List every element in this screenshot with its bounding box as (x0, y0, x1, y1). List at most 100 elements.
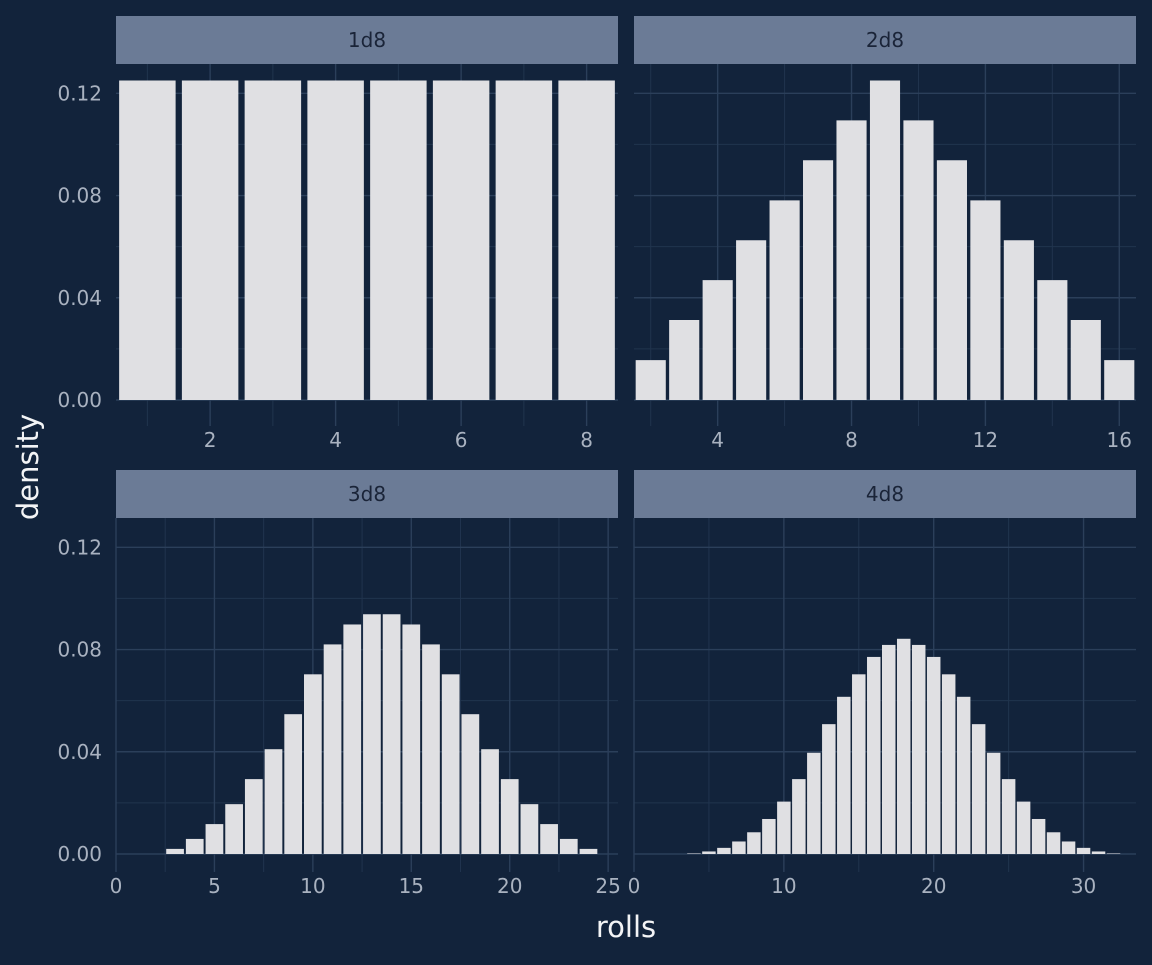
panel-2d8-bar (769, 200, 800, 400)
panel-1d8-x-tick-label: 8 (580, 428, 593, 452)
panel-4d8-strip (634, 470, 1136, 518)
panel-3d8-bar (323, 644, 342, 854)
panel-3d8-bar (461, 714, 480, 854)
panel-2d8-bar (669, 319, 700, 400)
panel-2d8-bar (1104, 360, 1135, 400)
panel-4d8-bar (956, 696, 971, 854)
panel-1d8-y-tick-label: 0.04 (57, 286, 102, 310)
panel-1d8-y-tick-label: 0.08 (57, 184, 102, 208)
panel-4d8-bar (717, 847, 731, 854)
panel-2d8-strip (634, 16, 1136, 64)
panel-1d8-y-tick-label: 0.12 (57, 81, 102, 105)
panel-4d8-bar (747, 832, 761, 854)
panel-1d8-bar (181, 80, 239, 400)
panel-4d8-bar (702, 851, 716, 854)
panel-3d8-x-tick-label: 10 (300, 874, 325, 898)
panel-4d8-bar (941, 674, 956, 854)
panel-4d8-x-tick-label: 10 (771, 874, 796, 898)
panel-3d8-bar (205, 824, 224, 854)
panel-3d8-y-tick-label: 0.04 (57, 740, 102, 764)
panel-2d8-bar (970, 200, 1001, 400)
panel-2d8-bar (836, 120, 867, 400)
panel-4d8-x-tick-label: 0 (628, 874, 641, 898)
panel-1d8-strip (116, 16, 618, 64)
panel-4d8-bar (732, 841, 746, 854)
panel-3d8-bar (520, 804, 539, 854)
panel-4d8-bar (837, 696, 851, 854)
panel-3d8-x-tick-label: 25 (595, 874, 620, 898)
panel-1d8-bar (558, 80, 615, 400)
panel-1d8-bar (370, 80, 427, 400)
panel-4d8-bar (762, 818, 776, 854)
panel-3d8-x-tick-label: 5 (208, 874, 221, 898)
panel-4d8-bar (792, 779, 806, 854)
panel-3d8-x-tick-label: 15 (399, 874, 424, 898)
panel-4d8-x-tick-label: 20 (921, 874, 946, 898)
panel-3d8-strip-label: 3d8 (348, 482, 386, 506)
panel-3d8-y-tick-label: 0.00 (57, 842, 102, 866)
panel-2d8-x-tick-label: 4 (711, 428, 724, 452)
panel-3d8-bar (481, 749, 499, 854)
panel-2d8-bar (1037, 280, 1068, 400)
panel-4d8-bar (1046, 832, 1061, 854)
panel-3d8-bar (441, 674, 460, 854)
panel-4d8-strip-label: 4d8 (866, 482, 904, 506)
panel-3d8-x-tick-label: 0 (110, 874, 123, 898)
x-axis-title: rolls (596, 910, 656, 944)
panel-3d8-bar (382, 614, 401, 854)
panel-1d8-bar (495, 80, 553, 400)
panel-4d8-bar (687, 853, 701, 854)
panel-3d8-x-tick-label: 20 (497, 874, 522, 898)
panel-2d8-bar (869, 80, 901, 400)
panel-3d8-bar (422, 644, 440, 854)
panel-1d8-bar (432, 80, 490, 400)
panel-2d8-bar (803, 160, 834, 400)
panel-2d8-bar (1070, 319, 1101, 400)
panel-4d8-bar (852, 674, 866, 854)
panel-3d8-y-tick-label: 0.08 (57, 638, 102, 662)
panel-3d8-bar (559, 838, 578, 854)
panel-3d8-bar (244, 779, 263, 854)
panel-2d8-bar (635, 360, 666, 400)
panel-1d8-bar (244, 80, 302, 400)
panel-3d8-bar (402, 624, 421, 854)
panel-4d8-bar (1106, 853, 1121, 854)
panel-1d8-x-tick-label: 6 (455, 428, 468, 452)
panel-3d8-y-tick-label: 0.12 (57, 535, 102, 559)
panel-4d8-bar (986, 752, 1001, 854)
panel-3d8-bar (304, 674, 322, 854)
panel-4d8-bar (777, 801, 791, 854)
panel-2d8-bar (1003, 240, 1034, 400)
panel-4d8-bar (1061, 841, 1076, 854)
panel-2d8-x-tick-label: 16 (1107, 428, 1132, 452)
panel-4d8-bar (1016, 801, 1031, 854)
panel-3d8-bar (363, 614, 381, 854)
panel-2d8-x-tick-label: 12 (973, 428, 998, 452)
panel-3d8-bar (343, 624, 362, 854)
panel-3d8-bar (264, 749, 283, 854)
panel-1d8-bar (307, 80, 364, 400)
panel-3d8-bar (579, 848, 598, 854)
panel-2d8-bar (936, 160, 967, 400)
panel-1d8-x-tick-label: 2 (204, 428, 217, 452)
panel-4d8-bar (1001, 779, 1016, 854)
panel-4d8-bar (807, 752, 821, 854)
panel-4d8-bar (867, 656, 881, 854)
panel-3d8-bar (225, 804, 243, 854)
panel-3d8-strip (116, 470, 618, 518)
panel-1d8-y-tick-label: 0.00 (57, 388, 102, 412)
panel-2d8-bar (736, 240, 767, 400)
panel-4d8-bar (1091, 851, 1106, 854)
panel-2d8-bar (702, 280, 733, 400)
panel-1d8-strip-label: 1d8 (348, 28, 386, 52)
panel-4d8-bar (911, 644, 926, 854)
panel-4d8-bar (971, 724, 986, 854)
panel-3d8-bar (500, 779, 519, 854)
panel-4d8-bar (882, 644, 896, 854)
panel-4d8-bar (926, 656, 941, 854)
panel-3d8-bar (166, 848, 184, 854)
panel-1d8-bar (119, 80, 176, 400)
panel-3d8-bar (540, 824, 558, 854)
panel-3d8-bar (284, 714, 303, 854)
